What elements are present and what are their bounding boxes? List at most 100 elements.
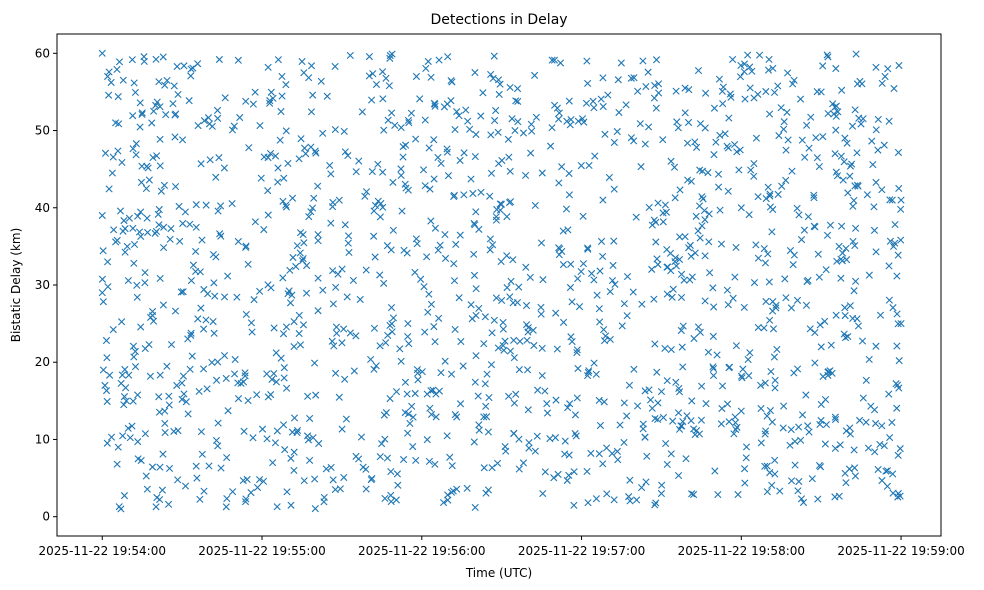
scatter-point	[642, 478, 650, 486]
scatter-point	[490, 116, 499, 125]
scatter-point	[600, 337, 609, 345]
scatter-point	[482, 402, 490, 410]
scatter-point	[411, 389, 419, 398]
scatter-point	[657, 489, 666, 498]
scatter-point	[831, 444, 839, 453]
scatter-point	[661, 344, 669, 352]
scatter-point	[198, 450, 206, 458]
scatter-point	[300, 239, 308, 247]
scatter-point	[452, 240, 460, 248]
scatter-point	[317, 77, 325, 85]
scatter-point	[298, 257, 307, 265]
scatter-point	[404, 116, 413, 125]
scatter-point	[466, 125, 474, 133]
scatter-point	[299, 254, 307, 263]
scatter-point	[383, 454, 392, 462]
scatter-point	[244, 396, 252, 405]
scatter-point	[554, 470, 562, 478]
scatter-point	[587, 449, 595, 457]
scatter-point	[718, 404, 726, 413]
scatter-point	[230, 370, 239, 378]
scatter-point	[460, 191, 468, 199]
scatter-point	[780, 125, 788, 133]
scatter-point	[659, 209, 667, 217]
scatter-point	[451, 125, 459, 134]
scatter-point	[212, 173, 220, 181]
scatter-point	[667, 450, 675, 458]
scatter-point	[574, 117, 582, 125]
scatter-point	[813, 154, 821, 162]
scatter-point	[160, 223, 168, 231]
scatter-point	[515, 366, 523, 374]
scatter-point	[676, 186, 684, 194]
scatter-point	[494, 128, 502, 136]
scatter-point	[231, 355, 239, 364]
scatter-point	[800, 226, 809, 234]
scatter-point	[709, 363, 717, 371]
scatter-point	[197, 428, 205, 436]
scatter-point	[118, 158, 126, 167]
scatter-point	[404, 332, 412, 341]
scatter-point	[736, 146, 744, 154]
scatter-point	[115, 58, 124, 66]
scatter-point	[241, 372, 249, 380]
scatter-point	[333, 329, 341, 337]
scatter-point	[840, 158, 848, 166]
scatter-point	[331, 62, 339, 71]
scatter-point	[125, 214, 133, 222]
scatter-point	[361, 192, 369, 200]
scatter-point	[430, 136, 438, 144]
scatter-point	[880, 442, 888, 450]
scatter-point	[137, 178, 146, 186]
scatter-point	[754, 323, 762, 332]
scatter-point	[841, 312, 849, 320]
scatter-point	[155, 205, 163, 214]
scatter-point	[490, 316, 498, 324]
scatter-point	[472, 352, 480, 360]
scatter-point	[796, 95, 805, 103]
scatter-point	[213, 106, 222, 114]
scatter-point	[143, 214, 151, 222]
scatter-point	[441, 357, 449, 365]
scatter-point	[409, 443, 417, 451]
scatter-point	[638, 300, 646, 308]
scatter-point	[184, 410, 192, 418]
scatter-point	[867, 402, 875, 410]
scatter-point	[130, 79, 138, 87]
scatter-point	[381, 435, 389, 443]
scatter-point	[137, 232, 145, 241]
scatter-point	[378, 440, 386, 448]
scatter-point	[705, 238, 713, 246]
scatter-point	[889, 242, 898, 251]
scatter-point	[329, 300, 337, 308]
scatter-point	[152, 503, 160, 511]
scatter-point	[725, 418, 733, 426]
scatter-point	[577, 162, 585, 170]
scatter-point	[425, 144, 433, 152]
scatter-point	[558, 163, 566, 171]
scatter-point	[425, 457, 434, 466]
scatter-point	[335, 393, 343, 401]
scatter-point	[278, 92, 286, 100]
scatter-point	[481, 380, 489, 388]
scatter-point	[250, 296, 258, 304]
scatter-point	[561, 450, 569, 458]
scatter-point	[766, 190, 774, 198]
scatter-point	[737, 61, 745, 70]
scatter-point	[897, 236, 905, 244]
scatter-point	[382, 339, 390, 347]
scatter-point	[672, 378, 680, 386]
scatter-point	[680, 276, 688, 284]
scatter-point	[744, 51, 752, 59]
scatter-point	[242, 97, 250, 105]
scatter-point	[217, 232, 225, 240]
scatter-point	[596, 318, 604, 326]
scatter-point	[833, 172, 842, 180]
scatter-point	[716, 131, 724, 139]
scatter-point	[387, 491, 395, 499]
scatter-point	[402, 141, 410, 149]
scatter-point	[409, 413, 417, 421]
scatter-point	[691, 249, 699, 257]
scatter-point	[326, 161, 334, 170]
scatter-point	[548, 124, 556, 132]
